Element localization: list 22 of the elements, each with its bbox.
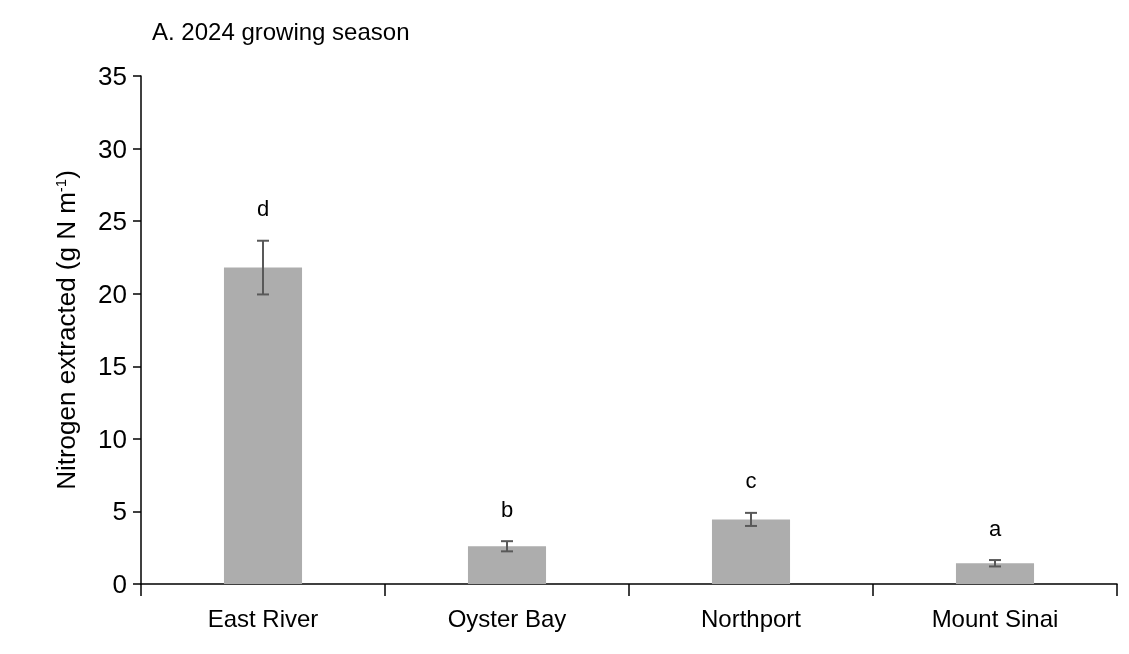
bar bbox=[711, 519, 791, 584]
x-tick-label: Oyster Bay bbox=[447, 604, 567, 632]
y-tick-label: 30 bbox=[98, 133, 127, 164]
bar bbox=[467, 546, 547, 584]
chart-title: A. 2024 growing season bbox=[152, 17, 410, 45]
x-tick-label: Mount Sinai bbox=[931, 604, 1059, 632]
y-tick-label: 20 bbox=[98, 278, 127, 309]
y-tick-label: 15 bbox=[98, 351, 127, 382]
bar bbox=[223, 267, 303, 584]
y-tick-label: 25 bbox=[98, 206, 127, 237]
y-tick-label: 10 bbox=[98, 423, 127, 454]
annotation: d bbox=[256, 196, 270, 222]
y-axis-title: Nitrogen extracted (g N m-1) bbox=[51, 170, 81, 490]
x-tick-label: East River bbox=[207, 604, 319, 632]
bar bbox=[955, 563, 1035, 584]
x-tick-label: Northport bbox=[700, 604, 802, 632]
y-tick-label: 0 bbox=[112, 569, 127, 599]
annotation: b bbox=[500, 496, 514, 522]
y-tick-label: 5 bbox=[112, 496, 127, 527]
annotation: c bbox=[745, 468, 757, 494]
annotation: a bbox=[988, 515, 1002, 541]
y-tick-label: 35 bbox=[98, 61, 127, 91]
